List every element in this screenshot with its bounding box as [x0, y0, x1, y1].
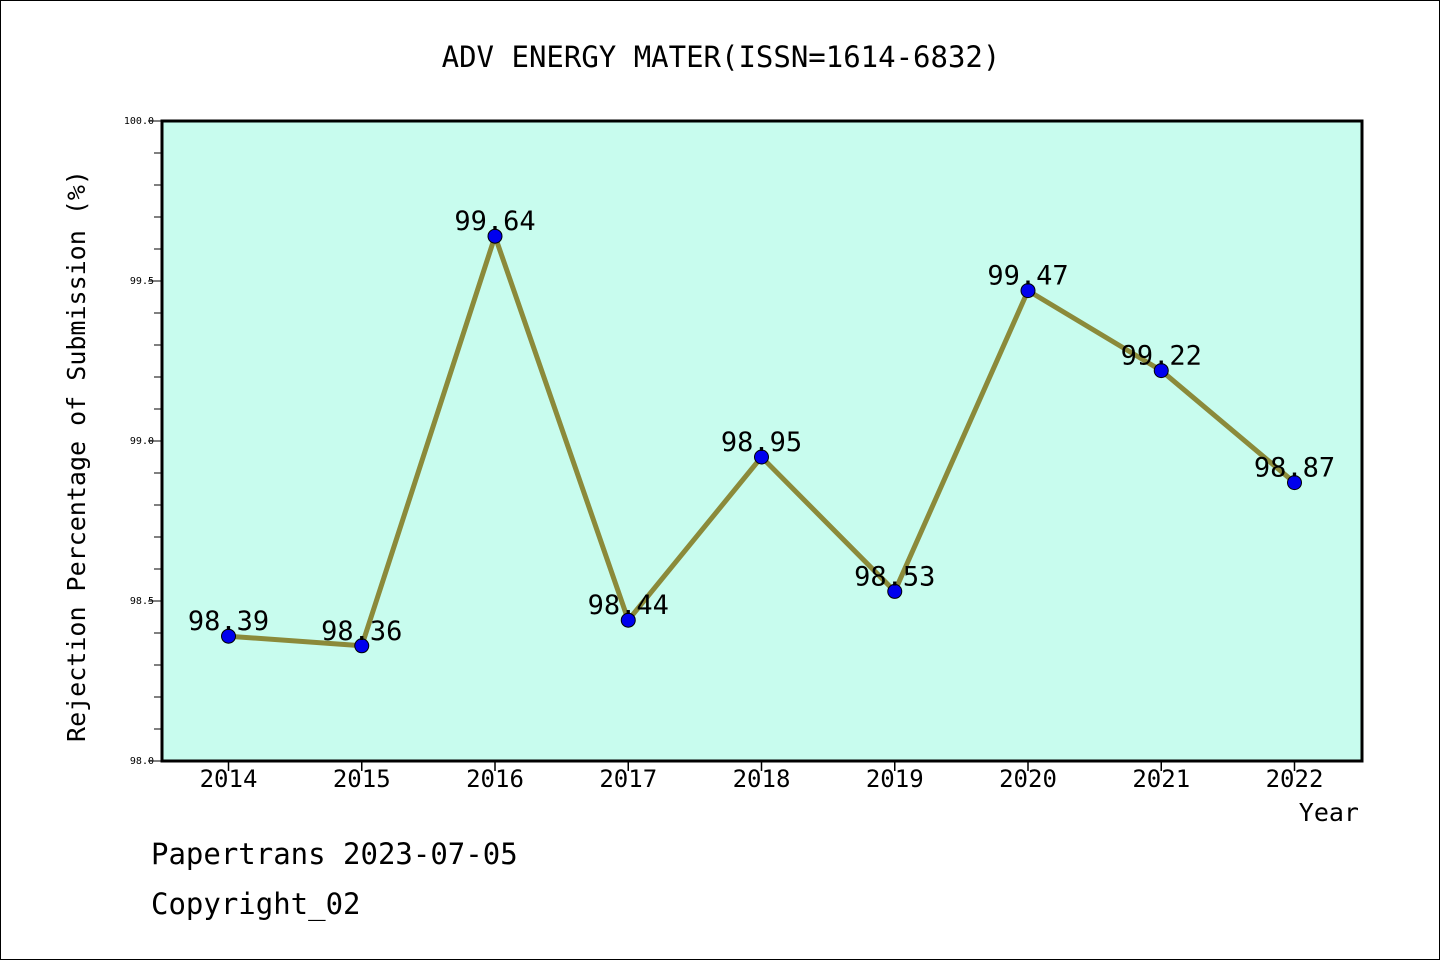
data-label: 99.64	[454, 206, 535, 237]
x-tick-label: 2016	[466, 765, 524, 793]
footer-date-text: Papertrans 2023-07-05	[151, 837, 518, 871]
data-labels: 98.39 98.36 99.64 98.44 98.95 98.53 99.47 99.22…	[188, 206, 1335, 647]
data-point	[354, 638, 370, 654]
plot-area	[160, 119, 1364, 763]
data-point	[1153, 363, 1169, 379]
data-label: 99.22	[1121, 341, 1202, 372]
footer-copyright-text: Copyright_02	[151, 887, 361, 921]
data-point	[620, 612, 636, 628]
data-point	[221, 628, 236, 644]
y-axis: 98.0 98.5 99.0 99.5 100.0	[124, 116, 162, 767]
data-point	[887, 583, 903, 599]
data-label: 98.87	[1254, 453, 1335, 484]
data-point	[487, 228, 503, 244]
x-tick-label: 2021	[1132, 765, 1190, 793]
data-points	[221, 228, 1302, 654]
x-tick-label: 2017	[599, 765, 657, 793]
x-tick-label: 2022	[1266, 765, 1324, 793]
x-axis: 2014 2015 2016 2017 2018 2019 2020 2021 2022	[200, 761, 1324, 793]
data-point	[754, 449, 769, 465]
data-label: 98.36	[321, 616, 402, 647]
x-tick-label: 2015	[333, 765, 391, 793]
x-tick-label: 2014	[200, 765, 258, 793]
data-label: 98.39	[188, 606, 269, 637]
data-label: 98.44	[588, 590, 669, 621]
x-tick-label: 2020	[999, 765, 1057, 793]
y-tick-label: 99.0	[130, 436, 154, 447]
x-axis-label: Year	[1299, 798, 1359, 827]
y-axis-label: Rejection Percentage of Submission (%)	[62, 170, 91, 742]
chart-title: ADV ENERGY MATER(ISSN=1614-6832)	[442, 40, 1001, 74]
data-point	[1020, 283, 1036, 299]
data-label: 99.47	[987, 261, 1068, 292]
x-tick-label: 2019	[866, 765, 924, 793]
y-tick-label: 98.0	[130, 756, 154, 767]
data-point	[1287, 475, 1302, 491]
data-label: 98.95	[721, 427, 802, 458]
data-label: 98.53	[854, 561, 935, 592]
y-tick-label: 99.5	[130, 276, 154, 287]
x-tick-label: 2018	[733, 765, 791, 793]
y-tick-label: 100.0	[124, 116, 154, 127]
y-tick-label: 98.5	[130, 596, 154, 607]
